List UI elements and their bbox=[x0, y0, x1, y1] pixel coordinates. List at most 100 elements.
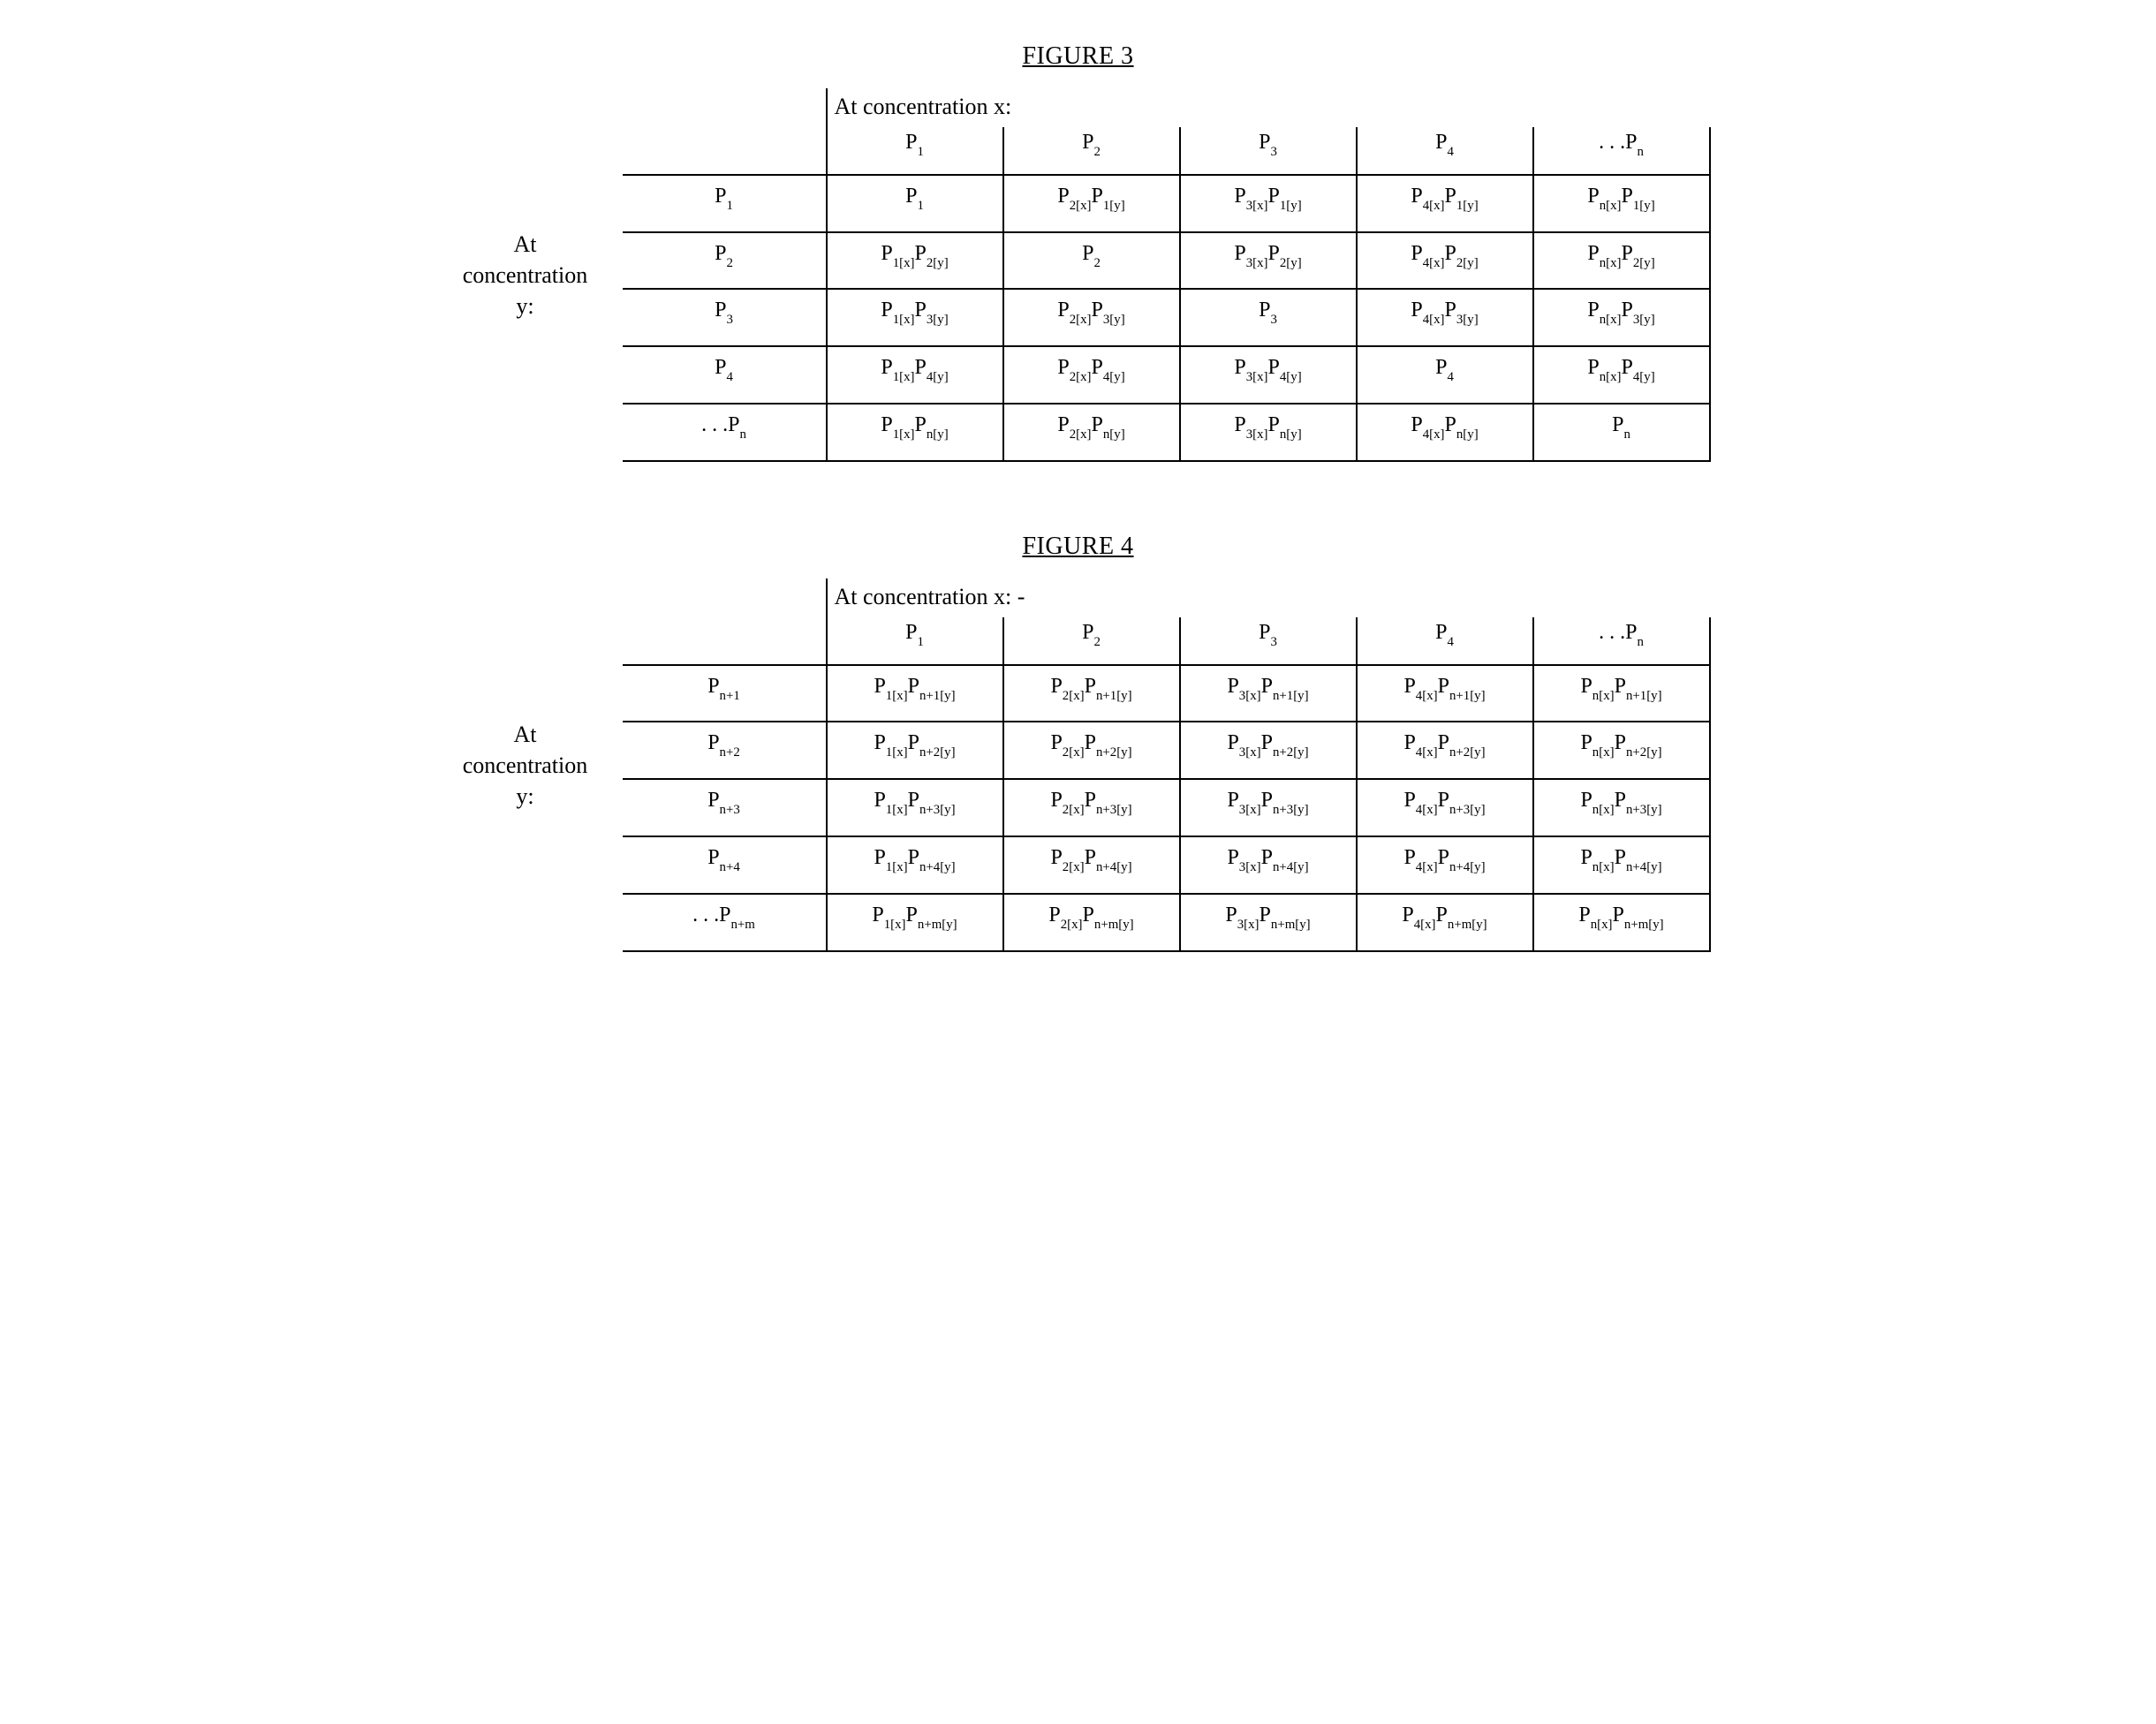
data-table: At concentration x:P1P2P3P4. . .PnP1P1P2… bbox=[623, 88, 1711, 462]
table-cell: P1[x]Pn+3[y] bbox=[827, 779, 1003, 836]
table-cell: P3[x]Pn+m[y] bbox=[1180, 894, 1357, 951]
caption-spacer bbox=[623, 88, 827, 127]
table-cell: P4 bbox=[1357, 346, 1533, 404]
table-cell: Pn[x]Pn+3[y] bbox=[1533, 779, 1710, 836]
table-row: P3P1[x]P3[y]P2[x]P3[y]P3P4[x]P3[y]Pn[x]P… bbox=[623, 289, 1710, 346]
row-header: Pn+3 bbox=[623, 779, 827, 836]
table-cell: P3[x]Pn+1[y] bbox=[1180, 665, 1357, 722]
caption-row: At concentration x: bbox=[623, 88, 1710, 127]
table-row: Pn+3P1[x]Pn+3[y]P2[x]Pn+3[y]P3[x]Pn+3[y]… bbox=[623, 779, 1710, 836]
row-header: . . .Pn bbox=[623, 404, 827, 461]
table-cell: P4[x]Pn+2[y] bbox=[1357, 722, 1533, 779]
table-cell: P2[x]Pn+m[y] bbox=[1003, 894, 1180, 951]
table-row: P1P1P2[x]P1[y]P3[x]P1[y]P4[x]P1[y]Pn[x]P… bbox=[623, 175, 1710, 232]
row-header: P1 bbox=[623, 175, 827, 232]
table-cell: P4[x]Pn+m[y] bbox=[1357, 894, 1533, 951]
table-row: Pn+4P1[x]Pn+4[y]P2[x]Pn+4[y]P3[x]Pn+4[y]… bbox=[623, 836, 1710, 894]
table-cell: Pn[x]Pn+4[y] bbox=[1533, 836, 1710, 894]
table-cell: P2[x]P4[y] bbox=[1003, 346, 1180, 404]
header-spacer bbox=[623, 127, 827, 175]
column-header: P4 bbox=[1357, 127, 1533, 175]
top-caption: At concentration x: - bbox=[827, 578, 1710, 617]
table-cell: Pn[x]P3[y] bbox=[1533, 289, 1710, 346]
top-caption: At concentration x: bbox=[827, 88, 1710, 127]
row-header: . . .Pn+m bbox=[623, 894, 827, 951]
column-header: . . .Pn bbox=[1533, 127, 1710, 175]
table-cell: P1[x]Pn[y] bbox=[827, 404, 1003, 461]
table-cell: Pn[x]P4[y] bbox=[1533, 346, 1710, 404]
table-cell: P2[x]P1[y] bbox=[1003, 175, 1180, 232]
column-header: P1 bbox=[827, 127, 1003, 175]
table-cell: P3[x]Pn[y] bbox=[1180, 404, 1357, 461]
table-cell: P1[x]Pn+1[y] bbox=[827, 665, 1003, 722]
table-cell: P1[x]Pn+4[y] bbox=[827, 836, 1003, 894]
grid-wrap: At concentration x: -P1P2P3P4. . .PnPn+1… bbox=[623, 578, 1711, 952]
side-label-line: concentration bbox=[446, 750, 605, 781]
table-cell: P4[x]Pn+4[y] bbox=[1357, 836, 1533, 894]
table-row: . . .PnP1[x]Pn[y]P2[x]Pn[y]P3[x]Pn[y]P4[… bbox=[623, 404, 1710, 461]
table-cell: P3[x]Pn+2[y] bbox=[1180, 722, 1357, 779]
table-cell: Pn[x]Pn+2[y] bbox=[1533, 722, 1710, 779]
table-cell: P2[x]Pn+4[y] bbox=[1003, 836, 1180, 894]
column-header: P1 bbox=[827, 617, 1003, 665]
table-cell: P2[x]Pn+3[y] bbox=[1003, 779, 1180, 836]
side-label: Atconcentrationy: bbox=[446, 229, 623, 321]
table-cell: Pn bbox=[1533, 404, 1710, 461]
table-cell: P2[x]P3[y] bbox=[1003, 289, 1180, 346]
table-cell: Pn[x]Pn+1[y] bbox=[1533, 665, 1710, 722]
row-header: P3 bbox=[623, 289, 827, 346]
side-label-line: y: bbox=[446, 781, 605, 812]
table-cell: P2[x]Pn+1[y] bbox=[1003, 665, 1180, 722]
table-cell: P3 bbox=[1180, 289, 1357, 346]
table-cell: P1[x]Pn+2[y] bbox=[827, 722, 1003, 779]
column-header: P4 bbox=[1357, 617, 1533, 665]
figure-block: FIGURE 3Atconcentrationy:At concentratio… bbox=[60, 42, 2096, 462]
header-spacer bbox=[623, 617, 827, 665]
side-label-line: At bbox=[446, 229, 605, 260]
table-cell: P2[x]Pn+2[y] bbox=[1003, 722, 1180, 779]
table-cell: P2 bbox=[1003, 232, 1180, 290]
table-cell: P4[x]P1[y] bbox=[1357, 175, 1533, 232]
row-header: Pn+4 bbox=[623, 836, 827, 894]
table-row: P4P1[x]P4[y]P2[x]P4[y]P3[x]P4[y]P4Pn[x]P… bbox=[623, 346, 1710, 404]
table-cell: P3[x]Pn+4[y] bbox=[1180, 836, 1357, 894]
table-cell: P4[x]P2[y] bbox=[1357, 232, 1533, 290]
side-label: Atconcentrationy: bbox=[446, 719, 623, 812]
table-cell: P1[x]Pn+m[y] bbox=[827, 894, 1003, 951]
table-cell: P4[x]Pn[y] bbox=[1357, 404, 1533, 461]
table-cell: P1[x]P2[y] bbox=[827, 232, 1003, 290]
side-label-line: y: bbox=[446, 291, 605, 321]
column-header: P3 bbox=[1180, 127, 1357, 175]
table-cell: P1[x]P4[y] bbox=[827, 346, 1003, 404]
table-row: Pn+2P1[x]Pn+2[y]P2[x]Pn+2[y]P3[x]Pn+2[y]… bbox=[623, 722, 1710, 779]
side-label-line: At bbox=[446, 719, 605, 750]
table-cell: P3[x]P2[y] bbox=[1180, 232, 1357, 290]
column-header: P2 bbox=[1003, 617, 1180, 665]
table-cell: Pn[x]P2[y] bbox=[1533, 232, 1710, 290]
table-row: . . .Pn+mP1[x]Pn+m[y]P2[x]Pn+m[y]P3[x]Pn… bbox=[623, 894, 1710, 951]
side-label-line: concentration bbox=[446, 260, 605, 291]
table-row: P2P1[x]P2[y]P2P3[x]P2[y]P4[x]P2[y]Pn[x]P… bbox=[623, 232, 1710, 290]
column-header-row: P1P2P3P4. . .Pn bbox=[623, 617, 1710, 665]
table-cell: P1[x]P3[y] bbox=[827, 289, 1003, 346]
table-cell: P4[x]Pn+1[y] bbox=[1357, 665, 1533, 722]
table-cell: P4[x]Pn+3[y] bbox=[1357, 779, 1533, 836]
row-header: Pn+2 bbox=[623, 722, 827, 779]
row-header: P2 bbox=[623, 232, 827, 290]
column-header-row: P1P2P3P4. . .Pn bbox=[623, 127, 1710, 175]
table-cell: P3[x]P4[y] bbox=[1180, 346, 1357, 404]
figure-title: FIGURE 4 bbox=[60, 533, 2096, 561]
row-header: Pn+1 bbox=[623, 665, 827, 722]
column-header: . . .Pn bbox=[1533, 617, 1710, 665]
column-header: P2 bbox=[1003, 127, 1180, 175]
grid-wrap: At concentration x:P1P2P3P4. . .PnP1P1P2… bbox=[623, 88, 1711, 462]
table-cell: P4[x]P3[y] bbox=[1357, 289, 1533, 346]
table-cell: P3[x]Pn+3[y] bbox=[1180, 779, 1357, 836]
data-table: At concentration x: -P1P2P3P4. . .PnPn+1… bbox=[623, 578, 1711, 952]
caption-spacer bbox=[623, 578, 827, 617]
table-cell: P1 bbox=[827, 175, 1003, 232]
table-cell: P3[x]P1[y] bbox=[1180, 175, 1357, 232]
table-cell: Pn[x]P1[y] bbox=[1533, 175, 1710, 232]
figures-root: FIGURE 3Atconcentrationy:At concentratio… bbox=[60, 42, 2096, 952]
row-header: P4 bbox=[623, 346, 827, 404]
